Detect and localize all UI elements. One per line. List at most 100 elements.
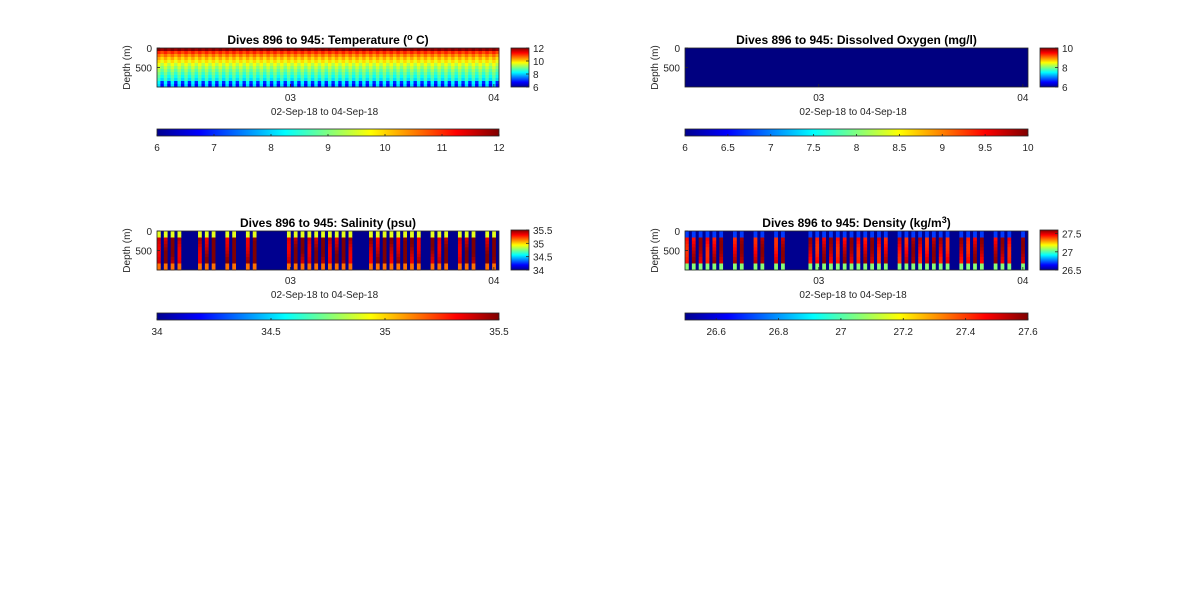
heatmap-cell [204,263,209,268]
heatmap-cell [228,48,233,52]
heatmap-cell [252,81,257,85]
heatmap-cell [495,72,500,76]
heatmap-cell [399,84,404,88]
heatmap-cell [434,48,438,52]
heatmap-cell [938,253,943,258]
heatmap-cell [328,84,332,88]
heatmap-cell [430,250,435,255]
heatmap-cell [712,263,717,268]
heatmap-cell [266,63,271,67]
heatmap-cell [232,237,236,242]
heatmap-cell [362,78,367,82]
heatmap-cell [739,257,744,261]
heatmap-cell [245,57,250,61]
heatmap-cell [375,57,380,61]
heatmap-cell [705,263,710,268]
heatmap-cell [464,60,469,64]
heatmap-cell [471,66,476,70]
heatmap-cell [256,84,260,88]
heatmap-cell [883,257,888,261]
heatmap-cell [883,250,888,255]
heatmap-cell [739,244,744,248]
heatmap-cell [781,237,785,242]
heatmap-cell [300,75,305,79]
heatmap-cell [235,69,240,73]
heatmap-cell [1000,244,1005,248]
heatmap-cell [938,257,943,261]
heatmap-cell [691,266,696,271]
heatmap-cell [1021,240,1025,245]
heatmap-cell [211,257,216,261]
heatmap-cell [492,66,496,70]
heatmap-cell [362,54,367,58]
heatmap-cell [187,72,192,76]
heatmap-cell [269,72,274,76]
heatmap-cell [430,266,435,271]
heatmap-cell [495,66,500,70]
heatmap-cell [310,69,315,73]
heatmap-cell [225,54,230,58]
heatmap-cell [215,54,219,58]
heatmap-cell [286,60,291,64]
heatmap-cell [413,81,418,85]
heatmap-cell [201,81,206,85]
heatmap-cell [369,257,373,261]
heatmap-cell [760,244,765,248]
heatmap-cell [475,78,479,82]
heatmap-cell [314,57,319,61]
heatmap-cell [334,60,339,64]
heatmap-cell [163,81,168,85]
heatmap-cell [410,54,414,58]
heatmap-cell [286,51,291,55]
heatmap-cell [300,66,305,70]
heatmap-cell [481,75,486,79]
heatmap-cell [492,75,496,79]
heatmap-cell [177,84,182,88]
heatmap-cell [842,240,847,245]
heatmap-cell [389,72,394,76]
heatmap-cell [170,257,175,261]
heatmap-cell [386,84,390,88]
heatmap-cell [475,75,479,79]
heatmap-cell [365,84,370,88]
heatmap-cell [399,63,404,67]
heatmap-cell [979,231,984,235]
heatmap-cell [430,260,435,264]
heatmap-cell [245,84,250,88]
heatmap-cell [719,234,724,238]
heatmap-cell [334,66,339,70]
heatmap-cell [959,244,964,248]
heatmap-cell [434,63,438,67]
heatmap-cell [973,247,977,251]
heatmap-cell [410,78,414,82]
heatmap-cell [345,60,349,64]
heatmap-cell [403,54,408,58]
heatmap-cell [461,78,466,82]
heatmap-cell [194,69,199,73]
heatmap-cell [870,244,874,248]
heatmap-cell [492,260,496,264]
heatmap-cell [993,231,998,235]
heatmap-cell [979,237,984,242]
heatmap-cell [938,231,943,235]
heatmap-cell [399,60,404,64]
heatmap-cell [471,263,476,268]
heatmap-cell [396,266,401,271]
heatmap-cell [163,237,168,242]
heatmap-cell [232,69,237,73]
heatmap-cell [829,250,833,255]
heatmap-cell [478,72,483,76]
heatmap-cell [157,81,161,85]
colorbar-bottom-label: 27.6 [1018,327,1038,338]
heatmap-cell [485,234,490,238]
heatmap-cell [177,247,182,251]
heatmap-cells [157,48,500,88]
heatmap-cell [495,48,500,52]
heatmap-cell [471,247,476,251]
heatmap-cell [280,48,284,52]
heatmap-cell [918,253,923,258]
heatmap-cell [194,72,199,76]
heatmap-cell [403,240,407,245]
heatmap-cell [1021,253,1025,258]
heatmap-cell [698,250,703,255]
